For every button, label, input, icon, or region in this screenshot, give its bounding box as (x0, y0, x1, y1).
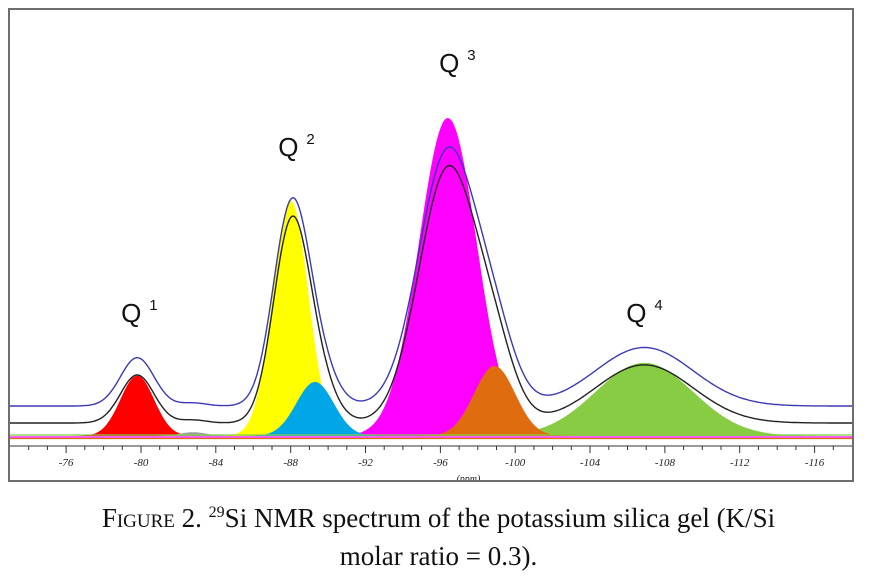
experimental-trace (10, 146, 852, 407)
x-tick-label: -80 (134, 457, 149, 469)
x-tick-label: -112 (730, 457, 750, 469)
peak-label-q3-superscript: 3 (467, 47, 475, 64)
peak-label-q3: Q (439, 48, 459, 78)
x-tick-label: -76 (59, 457, 74, 469)
figure-caption: Figure 2. 29Si NMR spectrum of the potas… (0, 494, 877, 575)
fit-trace (10, 164, 852, 424)
x-axis-label: (ppm) (456, 474, 481, 480)
peak-label-q4-superscript: 4 (654, 297, 662, 314)
peak-label-q2-superscript: 2 (306, 131, 314, 148)
peak-label-q1: Q (121, 298, 141, 328)
x-tick-label: -108 (655, 457, 676, 469)
component-peak-2 (10, 432, 852, 436)
nmr-spectrum-chart: -76 -80 -84 -88 -92 -96 -100 -104 -108 -112 -116 (p… (10, 47, 852, 480)
caption-prefix: Figure 2. (101, 503, 202, 533)
caption-line-1: Figure 2. 29Si NMR spectrum of the potas… (0, 494, 877, 537)
x-tick-label: -92 (358, 457, 373, 469)
x-tick-label: -116 (805, 457, 825, 469)
plot-frame: -76 -80 -84 -88 -92 -96 -100 -104 -108 -112 -116 (p… (8, 8, 854, 482)
caption-isotope-superscript: 29 (208, 504, 225, 521)
x-tick-label: -84 (208, 457, 223, 469)
caption-text: Si NMR spectrum of the potassium silica … (224, 503, 776, 533)
caption-line-2: molar ratio = 0.3). (339, 541, 538, 571)
x-tick-label: -88 (283, 457, 298, 469)
component-peak-5 (10, 118, 852, 436)
peak-label-q1-superscript: 1 (149, 297, 157, 314)
x-tick-label: -96 (433, 457, 448, 469)
peak-label-q4: Q (626, 298, 646, 328)
component-peak-7 (10, 362, 852, 436)
x-tick-label: -104 (580, 457, 601, 469)
peak-label-q2: Q (278, 132, 298, 162)
x-tick-label: -100 (505, 457, 526, 469)
